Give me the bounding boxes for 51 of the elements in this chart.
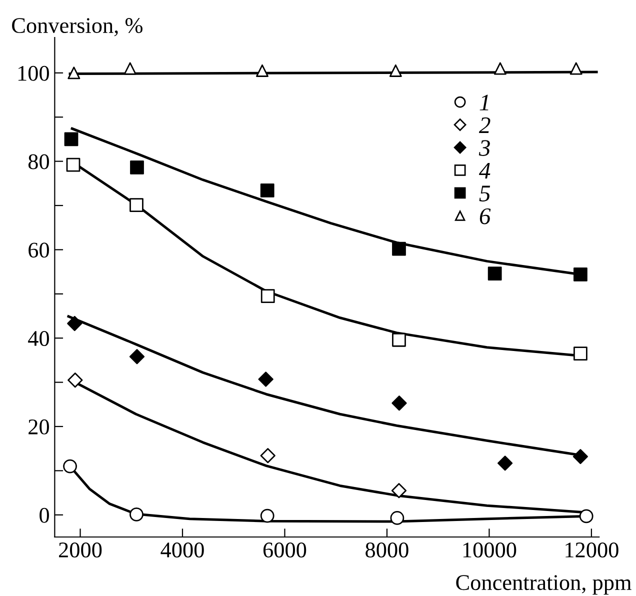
point (391, 483, 407, 498)
point (574, 268, 588, 282)
point (67, 316, 82, 332)
point (124, 62, 136, 75)
point (572, 448, 588, 464)
x-tick-label: 6000 (263, 542, 306, 558)
point (260, 448, 276, 464)
legend-label: 6 (480, 208, 491, 224)
point (260, 289, 275, 304)
legend-label: 3 (478, 140, 490, 156)
legend-label: 4 (479, 162, 490, 178)
point (392, 242, 406, 256)
point (392, 332, 406, 347)
point (390, 511, 404, 525)
point (488, 266, 502, 281)
point (68, 372, 83, 388)
y-tick-label: 60 (28, 242, 49, 258)
point (260, 184, 274, 198)
y-tick-label: 80 (28, 154, 49, 170)
point (130, 160, 144, 174)
point (574, 346, 588, 361)
point (130, 508, 144, 522)
y-tick-label: 0 (40, 508, 49, 523)
point (64, 132, 78, 146)
point (130, 198, 144, 212)
y-tick-label: 40 (28, 331, 49, 346)
y-tick-label: 100 (18, 66, 49, 81)
x-axis-title: Concentration, ppm (456, 575, 632, 595)
point (497, 456, 513, 471)
point (63, 459, 77, 474)
legend-label: 2 (478, 117, 490, 134)
point (258, 372, 274, 387)
point (66, 158, 80, 172)
legend-label: 1 (480, 94, 488, 110)
x-tick-label: 12000 (566, 542, 618, 558)
y-axis-title: Conversion, % (12, 18, 142, 36)
x-tick-label: 8000 (366, 542, 408, 558)
x-tick-label: 2000 (59, 542, 102, 558)
point (494, 62, 506, 75)
point (579, 509, 594, 524)
point (260, 508, 274, 523)
point (570, 62, 582, 75)
y-tick-label: 20 (28, 419, 49, 434)
legend-label: 5 (479, 186, 490, 202)
x-tick-label: 4000 (160, 542, 204, 558)
point (392, 396, 407, 411)
point (129, 349, 145, 364)
point (256, 64, 268, 77)
point (68, 66, 80, 80)
point (389, 64, 402, 77)
x-tick-label: 10000 (463, 542, 516, 558)
